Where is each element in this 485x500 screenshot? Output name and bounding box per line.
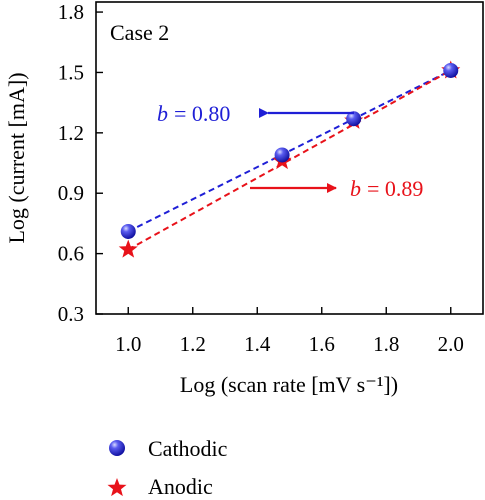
legend-item-anodic: Anodic xyxy=(107,474,213,499)
y-tick-label: 0.3 xyxy=(58,302,84,326)
legend: Cathodic Anodic xyxy=(107,436,228,499)
y-tick-label: 0.9 xyxy=(58,181,84,205)
y-tick-label: 1.5 xyxy=(58,60,84,84)
slope-annotations: b = 0.80 b = 0.89 xyxy=(157,101,423,201)
legend-anodic-label: Anodic xyxy=(148,474,213,499)
y-tick-label: 0.6 xyxy=(58,242,84,266)
x-tick-label: 1.4 xyxy=(244,332,271,356)
x-axis-title: Log (scan rate [mV s⁻¹]) xyxy=(180,372,398,397)
y-tick-label: 1.8 xyxy=(58,0,84,24)
fit-lines xyxy=(127,69,452,251)
y-tick-label: 1.2 xyxy=(58,121,84,145)
fit-line-cathodic xyxy=(127,69,452,233)
x-tick-label: 1.6 xyxy=(309,332,335,356)
x-tick-label: 1.8 xyxy=(373,332,399,356)
data-markers xyxy=(118,60,461,258)
x-tick-label: 2.0 xyxy=(438,332,464,356)
slope-label-cathodic: b = 0.80 xyxy=(157,101,230,126)
anodic-point xyxy=(118,239,138,258)
x-tick-label: 1.0 xyxy=(115,332,141,356)
legend-cathodic-label: Cathodic xyxy=(148,436,228,461)
y-axis-title: Log (current [mA]) xyxy=(4,72,29,243)
panel-label: Case 2 xyxy=(110,20,169,45)
cathodic-point xyxy=(120,223,136,239)
axis-ticks: 1.0 1.2 1.4 1.6 1.8 2.0 0.3 0.6 0.9 1.2 1.5 1.8 xyxy=(58,0,464,356)
fit-line-anodic xyxy=(127,69,452,251)
legend-anodic-marker xyxy=(107,478,127,497)
cathodic-point xyxy=(346,111,362,127)
x-tick-label: 1.2 xyxy=(180,332,206,356)
legend-item-cathodic: Cathodic xyxy=(109,436,228,461)
plot-frame xyxy=(95,1,484,315)
cathodic-point xyxy=(274,147,290,163)
slope-label-anodic: b = 0.89 xyxy=(350,176,423,201)
legend-cathodic-marker xyxy=(109,440,125,456)
cathodic-point xyxy=(443,62,459,78)
